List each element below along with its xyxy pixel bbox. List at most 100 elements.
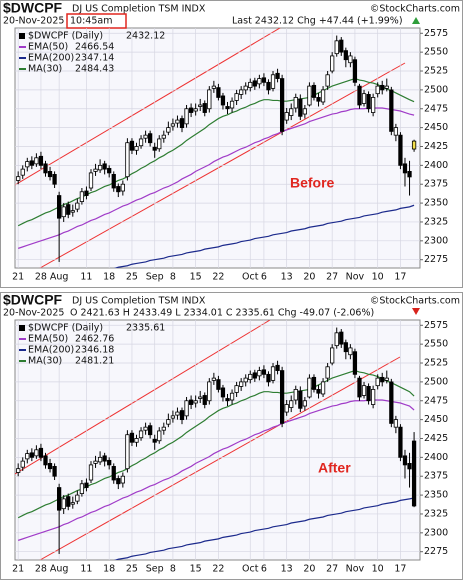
candle-body (339, 39, 344, 53)
legend-swatch (19, 325, 25, 331)
candle-body (375, 377, 380, 387)
candle-body (330, 347, 335, 364)
candle-body (348, 55, 353, 64)
x-tick-label: 18 (103, 272, 115, 283)
candle-body (70, 210, 75, 213)
candle-body (389, 89, 394, 132)
plot-layer (15, 28, 420, 268)
plot-layer (15, 320, 420, 560)
candle-body (193, 400, 198, 404)
y-tick-label: 2500 (424, 84, 448, 95)
candle-body (184, 108, 189, 125)
candle-body (375, 85, 380, 95)
candle-body (266, 81, 271, 91)
x-tick-label: 10 (372, 564, 384, 575)
candle-body (198, 396, 203, 399)
down-arrow (412, 308, 420, 315)
legend-swatch (19, 33, 25, 39)
candle-body (361, 93, 367, 104)
candle-body (325, 366, 330, 379)
y-tick-label: 2450 (424, 122, 448, 133)
candle-body (148, 425, 153, 436)
x-tick-label: 20 (303, 564, 315, 575)
y-tick-label: 2550 (424, 339, 448, 350)
y-tick-label: 2350 (424, 198, 448, 209)
candle-body (75, 202, 80, 210)
quote: Last 2432.12 Chg +47.44 (+1.99%) (232, 16, 403, 27)
candle-body (307, 85, 312, 106)
y-tick-label: 2325 (424, 216, 448, 227)
candle-body (175, 411, 180, 416)
candle-body (29, 160, 34, 166)
x-tick-label: 17 (394, 272, 406, 283)
candle-body (148, 133, 153, 144)
candle-body (66, 204, 71, 215)
candle-body (152, 438, 157, 443)
y-tick-label: 2475 (424, 103, 448, 114)
candle-body (188, 107, 194, 113)
x-tick-label: Sep (146, 564, 164, 575)
candle-body (116, 478, 121, 485)
candle-body (407, 462, 412, 470)
x-tick-label: 27 (326, 564, 338, 575)
candle-body (97, 164, 103, 171)
y-tick-label: 2525 (424, 358, 448, 369)
candle-body (52, 466, 57, 477)
candle-body (270, 74, 276, 89)
candle-body (257, 370, 262, 377)
time: 10:45am (70, 16, 112, 27)
candle-body (243, 85, 248, 91)
candle-body (261, 77, 267, 83)
date: 20-Nov-2025 (3, 308, 64, 319)
candle-body (97, 456, 103, 463)
candle-body (43, 455, 48, 466)
legend-label: EMA(50) (28, 42, 68, 53)
y-tick-label: 2400 (424, 160, 448, 171)
y-tick-label: 2275 (424, 254, 448, 265)
x-tick-label: 6 (261, 564, 267, 575)
candle-body (307, 377, 312, 398)
candle-body (20, 460, 25, 468)
candle-body (52, 174, 57, 185)
legend-value: 2335.61 (126, 323, 165, 334)
candle-body (302, 400, 307, 407)
candle-body (266, 373, 271, 383)
chart-subtitle: DJ US Completion TSM INDX (72, 296, 206, 307)
candle-body (348, 347, 353, 356)
candle-body (366, 94, 371, 110)
candle-body (207, 381, 212, 402)
candle-body (134, 438, 139, 443)
candle-body (166, 127, 171, 133)
annotation: Before (290, 175, 335, 191)
candle-body (138, 430, 144, 439)
ma-line (17, 77, 415, 227)
plot-area (14, 27, 421, 269)
candle-body (320, 89, 326, 103)
candle-body (411, 140, 417, 150)
x-tick-label: 6 (261, 272, 267, 283)
ma-line (18, 107, 415, 249)
candle-body (47, 462, 53, 470)
candle-body (88, 464, 94, 481)
y-tick-label: 2575 (424, 28, 448, 39)
candle-body (88, 172, 94, 189)
candle-body (102, 455, 107, 462)
y-tick-label: 2525 (424, 66, 448, 77)
candle-body (229, 392, 235, 401)
legend-label: EMA(200) (28, 53, 74, 64)
x-tick-label: Oct (242, 564, 259, 575)
candle-body (79, 191, 85, 202)
candle-body (389, 381, 394, 424)
candle-body (298, 390, 303, 409)
x-tick-label: Nov (346, 272, 365, 283)
candle-body (111, 174, 116, 189)
candle-body (293, 389, 298, 401)
x-tick-label: 28 (35, 564, 47, 575)
x-tick-label: Oct (242, 272, 259, 283)
candle-body (366, 386, 371, 402)
ma-line (114, 204, 415, 268)
candle-body (157, 138, 162, 150)
candle-body (352, 59, 358, 83)
candle-body (38, 155, 44, 166)
candle-body (330, 55, 335, 72)
